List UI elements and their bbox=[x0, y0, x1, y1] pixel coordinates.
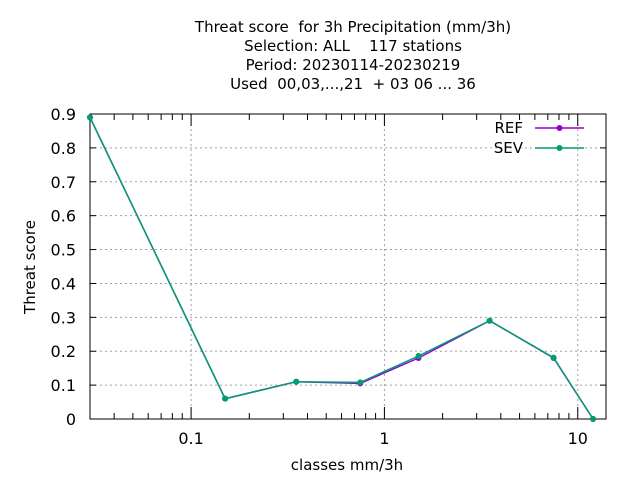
chart-title-line-4: Used 00,03,...,21 + 03 06 ... 36 bbox=[230, 75, 476, 93]
y-tick-label: 0.4 bbox=[51, 274, 76, 293]
data-point-sev bbox=[87, 114, 93, 121]
x-tick-label: 1 bbox=[379, 429, 389, 448]
series-line-sev bbox=[89, 117, 594, 420]
chart-title-line-2: Selection: ALL 117 stations bbox=[244, 37, 462, 55]
data-point-sev bbox=[415, 352, 422, 359]
x-tick-label: 10 bbox=[568, 429, 588, 448]
y-tick-label: 0.7 bbox=[51, 173, 76, 192]
legend-marker bbox=[556, 145, 563, 151]
chart-title-line-1: Threat score for 3h Precipitation (mm/3h… bbox=[194, 18, 512, 36]
y-tick-label: 0.3 bbox=[51, 308, 76, 327]
legend-label: SEV bbox=[494, 139, 524, 157]
data-point-sev bbox=[550, 354, 557, 361]
chart-title-line-3: Period: 20230114-20230219 bbox=[245, 56, 461, 74]
data-point-sev bbox=[293, 378, 300, 385]
y-tick-label: 0.6 bbox=[51, 207, 76, 226]
y-tick-label: 0.9 bbox=[51, 105, 76, 124]
y-tick-label: 0.8 bbox=[51, 139, 76, 158]
y-tick-label: 0 bbox=[66, 410, 76, 429]
data-point-sev bbox=[222, 395, 229, 402]
series-line-ref bbox=[89, 117, 594, 420]
x-axis-label: classes mm/3h bbox=[290, 456, 404, 474]
legend-marker bbox=[556, 125, 563, 131]
y-tick-label: 0.2 bbox=[51, 342, 76, 361]
y-tick-label: 0.1 bbox=[51, 376, 76, 395]
data-point-sev bbox=[357, 379, 364, 386]
plot-frame bbox=[89, 113, 607, 420]
y-tick-label: 0.5 bbox=[51, 241, 76, 260]
data-point-sev bbox=[590, 416, 597, 422]
x-tick-label: 0.1 bbox=[178, 429, 203, 448]
data-point-sev bbox=[486, 317, 493, 324]
legend-label: REF bbox=[494, 119, 523, 137]
